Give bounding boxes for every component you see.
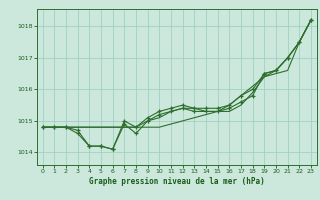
X-axis label: Graphe pression niveau de la mer (hPa): Graphe pression niveau de la mer (hPa) bbox=[89, 177, 265, 186]
